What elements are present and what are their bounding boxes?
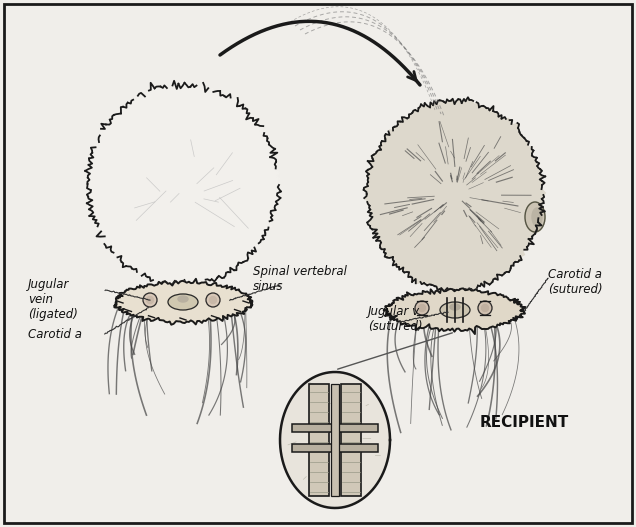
Circle shape (209, 297, 216, 304)
Bar (292, 424, 378, 432)
Polygon shape (280, 372, 390, 508)
Polygon shape (85, 81, 281, 288)
Ellipse shape (440, 302, 470, 318)
Circle shape (146, 297, 153, 304)
Text: Carotid a: Carotid a (28, 328, 82, 341)
Text: RECIPIENT: RECIPIENT (480, 415, 569, 430)
Ellipse shape (168, 294, 198, 310)
Circle shape (415, 301, 429, 315)
Text: Jugular v
(sutured): Jugular v (sutured) (368, 305, 423, 333)
Ellipse shape (532, 208, 542, 226)
Ellipse shape (525, 202, 545, 232)
Circle shape (206, 293, 220, 307)
Circle shape (481, 305, 488, 311)
Ellipse shape (178, 296, 188, 302)
Ellipse shape (450, 304, 460, 310)
Polygon shape (384, 288, 525, 334)
Circle shape (143, 293, 157, 307)
Text: Jugular
vein
(ligated): Jugular vein (ligated) (28, 278, 78, 321)
Circle shape (418, 305, 425, 311)
Bar (341, 384, 361, 496)
Text: Carotid a
(sutured): Carotid a (sutured) (548, 268, 603, 296)
Bar (292, 444, 378, 452)
Polygon shape (364, 97, 545, 292)
Circle shape (478, 301, 492, 315)
Bar (309, 384, 329, 496)
Text: Spinal vertebral
sinus: Spinal vertebral sinus (253, 265, 347, 293)
Polygon shape (114, 279, 252, 325)
Bar (331, 384, 339, 496)
